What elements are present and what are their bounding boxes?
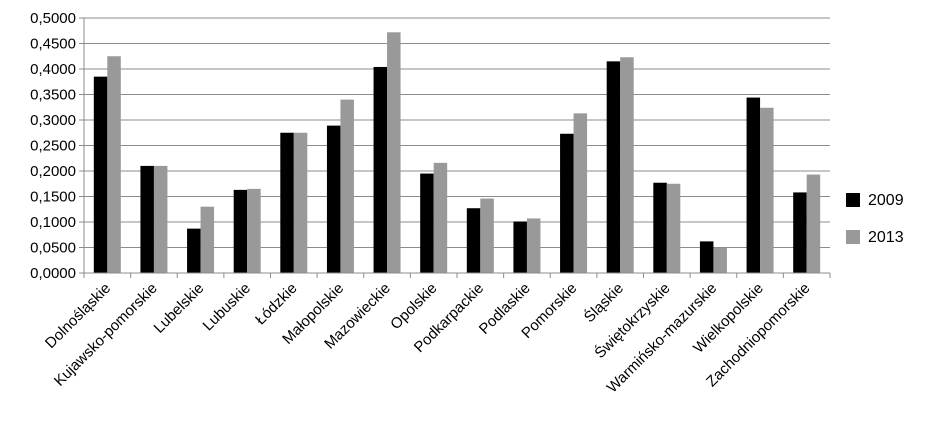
bar-2013 xyxy=(293,132,308,273)
x-tick-label: Lubelskie xyxy=(151,280,208,337)
legend-swatch-2013 xyxy=(846,230,860,244)
y-tick-label: 0,1000 xyxy=(30,214,76,231)
bar-2013 xyxy=(480,198,494,273)
bar-2013 xyxy=(573,113,588,274)
y-tick-label: 0,3000 xyxy=(30,112,76,129)
bar-2013 xyxy=(713,248,727,273)
bar-2009 xyxy=(699,241,714,273)
y-tick-label: 0,2000 xyxy=(30,163,76,180)
bar-2009 xyxy=(513,221,527,273)
bar-2013 xyxy=(526,218,541,273)
bar-2013 xyxy=(340,99,354,273)
legend-label-2009: 2009 xyxy=(868,192,904,209)
bar-2009 xyxy=(560,133,574,273)
bar-2009 xyxy=(793,192,807,273)
x-tick-label: Śląskie xyxy=(580,279,627,326)
x-axis: DolnośląskieKujawsko-pomorskieLubelskieL… xyxy=(42,272,831,396)
y-tick-label: 0,5000 xyxy=(30,10,76,27)
legend-label-2013: 2013 xyxy=(868,229,904,246)
bar-2009 xyxy=(233,189,248,273)
bar-2009 xyxy=(420,173,434,273)
bar-2013 xyxy=(387,32,401,273)
bar-2009 xyxy=(187,228,201,273)
bar-2009 xyxy=(653,182,667,273)
bar-2009 xyxy=(326,125,341,273)
y-axis: 0,0000 0,0500 0,1000 0,1500 0,2000 0,2500 0,30… xyxy=(30,10,85,282)
bar-2013 xyxy=(620,57,634,273)
bar-2013 xyxy=(433,162,448,273)
bar-2009 xyxy=(93,76,108,274)
bar-2013 xyxy=(200,206,215,273)
bar-2013 xyxy=(666,183,681,273)
bar-2009 xyxy=(373,66,388,274)
bars xyxy=(93,32,821,274)
bar-2013 xyxy=(760,107,774,273)
y-tick-label: 0,1500 xyxy=(30,189,76,206)
bar-2009 xyxy=(746,97,761,273)
bar-2013 xyxy=(153,165,168,273)
bar-2009 xyxy=(140,165,154,273)
y-tick-label: 0,3500 xyxy=(30,87,76,104)
bar-2009 xyxy=(606,61,621,273)
y-tick-label: 0,0000 xyxy=(30,265,76,282)
y-tick-label: 0,2500 xyxy=(30,138,76,155)
y-tick-label: 0,4000 xyxy=(30,61,76,78)
y-tick-label: 0,0500 xyxy=(30,240,76,257)
bar-2013 xyxy=(247,188,261,273)
bar-2013 xyxy=(806,174,821,273)
x-tick-label: Lubuskie xyxy=(200,280,254,334)
y-tick-label: 0,4500 xyxy=(30,36,76,53)
bar-2009 xyxy=(466,208,481,273)
bar-2013 xyxy=(107,56,121,273)
legend: 2009 2013 xyxy=(846,192,904,246)
bar-2009 xyxy=(280,132,294,273)
legend-swatch-2009 xyxy=(846,193,860,207)
